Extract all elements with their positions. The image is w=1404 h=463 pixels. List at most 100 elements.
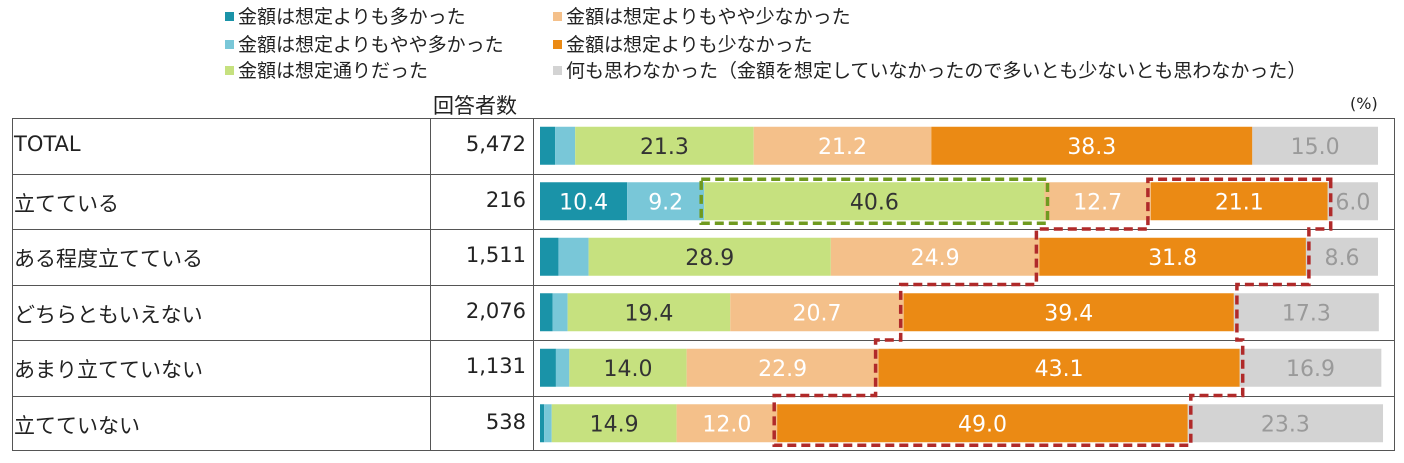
data-label: 21.1 [1215,190,1264,215]
bar-segment [555,348,570,387]
row-label: 立てていない [14,414,140,438]
bar-segment [878,348,1240,387]
bar-segment [627,182,705,221]
legend-swatch [553,12,562,21]
row-label: どちらともいえない [14,303,203,327]
data-label: 38.3 [1067,135,1116,160]
bar-segment [753,126,932,165]
row-label: あまり立てていない [14,358,203,382]
data-label: 17.3 [1282,301,1331,326]
data-label: 6.0 [1335,190,1370,215]
data-label: 22.9 [758,357,807,382]
data-label: 39.4 [1044,301,1093,326]
legend-item: 金額は想定よりもやや多かった [225,34,504,56]
data-label: 23.3 [1261,412,1310,437]
data-label: 49.0 [958,412,1007,437]
legend-label: 金額は想定よりも多かった [238,6,466,28]
legend-item: 金額は想定通りだった [225,60,428,82]
data-label: 14.9 [590,412,639,437]
bar-segment [540,348,556,387]
legend-swatch [553,40,562,49]
data-label: 28.9 [685,246,734,271]
row-count: 216 [485,188,526,212]
bar-segment [1044,182,1151,221]
data-label: 24.9 [911,246,960,271]
legend-label: 金額は想定よりもやや多かった [238,34,504,56]
data-label: 20.7 [792,301,841,326]
legend-label: 金額は想定よりもやや少なかった [566,6,851,28]
legend-swatch [553,66,562,75]
legend-swatch [225,40,234,49]
bar-segment [704,182,1045,221]
data-label: 12.0 [702,412,751,437]
row-divider [12,174,1395,175]
row-divider [12,340,1395,341]
bar-segment [540,237,559,276]
table-frame [12,118,1395,451]
row-count: 538 [485,410,526,434]
data-label: 21.3 [640,135,689,160]
bar-segment [540,126,556,165]
legend-item: 何も思わなかった（金額を想定していなかったので多いとも少ないとも思わなかった） [553,60,1306,82]
bar-segment [1187,404,1384,443]
bar-segment [567,293,731,332]
bar-segment [777,404,1188,443]
data-label: 9.2 [648,190,683,215]
legend-item: 金額は想定よりもやや少なかった [553,6,851,28]
bar-segment [558,237,589,276]
bar-segment [1039,237,1306,276]
bar-segment [569,348,687,387]
bar-segment [540,182,628,221]
bar-segment [540,404,545,443]
column-divider [533,118,534,451]
legend-item: 金額は想定よりも多かった [225,6,466,28]
row-divider [12,285,1395,286]
row-label: TOTAL [14,132,81,156]
column-divider [430,118,431,451]
row-count: 1,511 [465,243,526,267]
legend: 金額は想定よりも多かった金額は想定よりもやや多かった 金額は想定通りだった 金額は想… [0,0,1404,86]
legend-label: 金額は想定よりも少なかった [566,34,813,56]
unit-label: (%) [1350,94,1378,113]
bar-segment [1305,237,1378,276]
bar-segment [1150,182,1328,221]
data-label: 21.2 [818,135,867,160]
legend-swatch [225,12,234,21]
row-label: 立てている [14,192,119,216]
legend-label: 何も思わなかった（金額を想定していなかったので多いとも少ないとも思わなかった） [566,60,1307,82]
data-label: 14.0 [603,357,652,382]
legend-item: 金額は想定よりも少なかった [553,34,813,56]
row-count: 2,076 [465,299,526,323]
data-label: 8.6 [1324,246,1359,271]
bar-segment [540,293,553,332]
legend-swatch [225,66,234,75]
highlight-outline [772,177,1333,448]
bar-segment [1233,293,1379,332]
bar-segment [1327,182,1378,221]
bar-segment [1252,126,1378,165]
legend-label: 金額は想定通りだった [238,60,429,82]
bar-segment [730,293,904,332]
bar-segment [552,293,568,332]
bar-segment [588,237,831,276]
bar-segment [931,126,1253,165]
row-count: 5,472 [465,132,526,156]
bar-segment [686,348,879,387]
bar-segment [676,404,778,443]
data-label: 12.7 [1073,190,1122,215]
bar-segment [551,404,677,443]
data-label: 16.9 [1286,357,1335,382]
data-label: 43.1 [1035,357,1084,382]
bar-segment [555,126,576,165]
bar-segment [544,404,552,443]
row-divider [12,396,1395,397]
bar-segment [575,126,754,165]
bar-segment [1239,348,1382,387]
row-divider [12,229,1395,230]
count-header: 回答者数 [433,94,517,118]
data-label: 31.8 [1148,246,1197,271]
data-label: 15.0 [1291,135,1340,160]
data-label: 19.4 [624,301,673,326]
row-label: ある程度立てている [14,247,203,271]
